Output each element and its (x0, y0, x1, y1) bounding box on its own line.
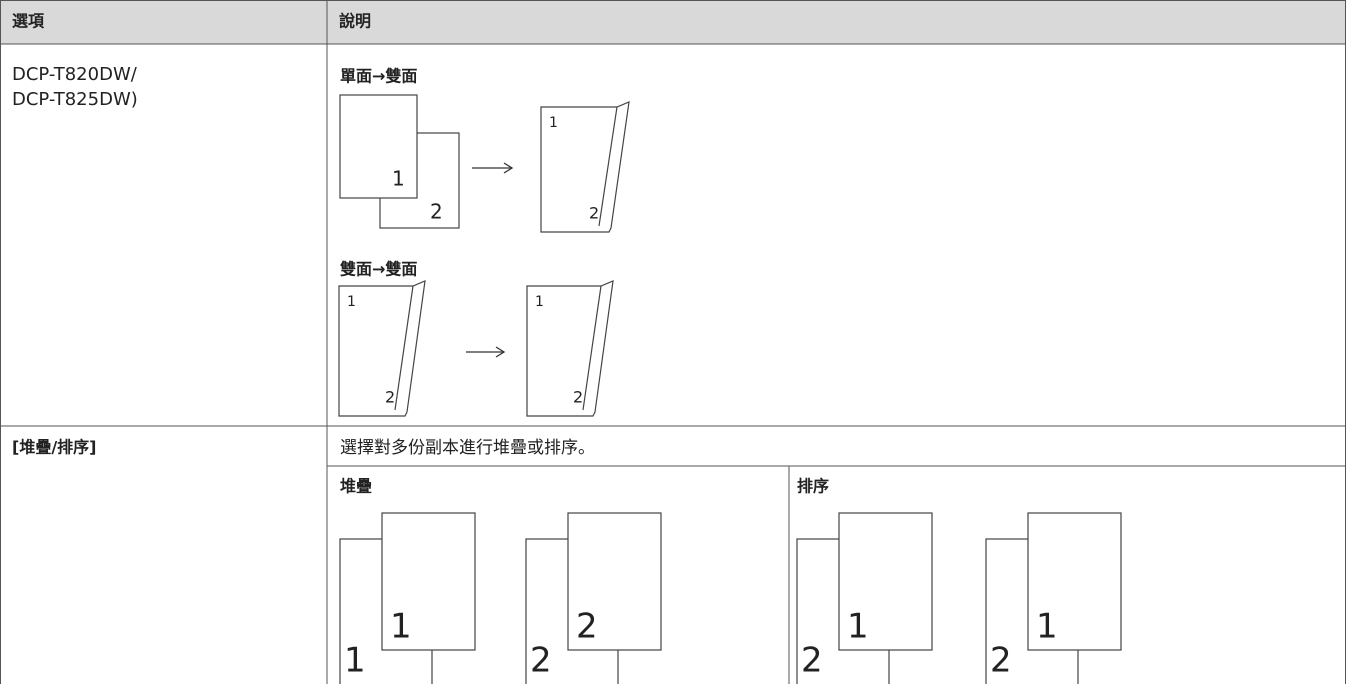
model-line: DCP-T820DW/ (12, 64, 138, 85)
page-number: 2 (385, 388, 395, 407)
page-number: 1 (347, 294, 356, 310)
header-cell: 說明 (339, 12, 371, 31)
fold-edge (582, 285, 602, 411)
page-number: 2 (589, 204, 599, 223)
page-number: 1 (390, 607, 412, 647)
option-name: [堆疊/排序] (12, 438, 96, 457)
arrow-head (503, 162, 514, 174)
diagram-title: 雙面→雙面 (340, 260, 417, 279)
mode-title: 排序 (797, 477, 829, 496)
option-description: 選擇對多份副本進行堆疊或排序。 (340, 438, 595, 458)
diagram-title: 單面→雙面 (340, 67, 417, 86)
header-row (0, 0, 1346, 44)
page (838, 512, 933, 651)
page-number: 1 (549, 115, 558, 131)
page-number: 2 (573, 388, 583, 407)
page-number: 2 (990, 641, 1012, 681)
mode-title: 堆疊 (340, 477, 372, 496)
page (381, 512, 476, 651)
page-number: 1 (847, 607, 869, 647)
page-number: 1 (392, 167, 405, 191)
page-number: 1 (535, 294, 544, 310)
page-number: 1 (1036, 607, 1058, 647)
arrow-head (495, 346, 506, 358)
page-number: 2 (576, 607, 598, 647)
model-line: DCP-T825DW) (12, 89, 138, 110)
page-number: 2 (430, 200, 443, 224)
fold-edge (394, 285, 414, 411)
fold-edge (598, 106, 618, 227)
page-number: 2 (530, 641, 552, 681)
page (1027, 512, 1122, 651)
page-number: 2 (801, 641, 823, 681)
page (567, 512, 662, 651)
page (339, 94, 418, 199)
page-number: 1 (344, 641, 366, 681)
header-cell: 選項 (12, 12, 45, 31)
